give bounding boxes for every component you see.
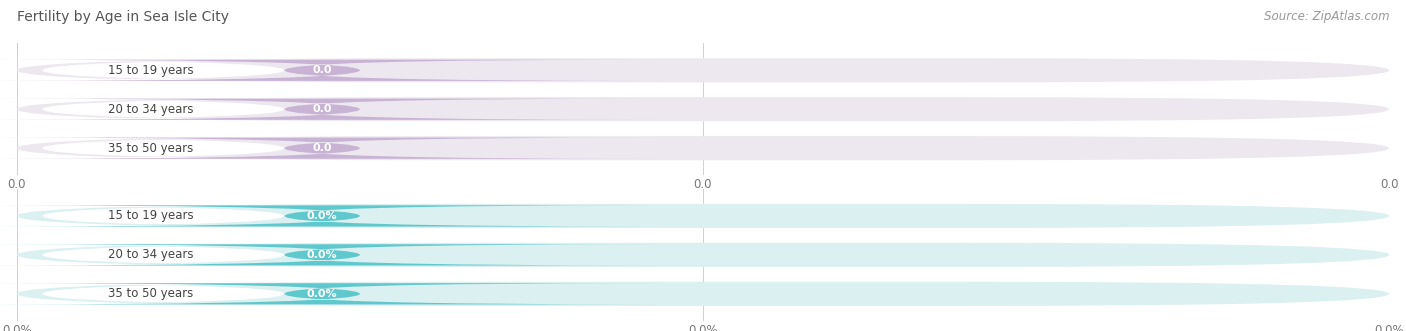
Text: 0.0: 0.0 — [312, 143, 332, 153]
FancyBboxPatch shape — [0, 283, 659, 305]
FancyBboxPatch shape — [0, 138, 659, 159]
Text: 15 to 19 years: 15 to 19 years — [108, 64, 194, 77]
Text: 0.0%: 0.0% — [307, 211, 337, 221]
Text: 0.0: 0.0 — [312, 65, 332, 75]
FancyBboxPatch shape — [0, 99, 416, 120]
Text: Fertility by Age in Sea Isle City: Fertility by Age in Sea Isle City — [17, 10, 229, 24]
Text: Source: ZipAtlas.com: Source: ZipAtlas.com — [1264, 10, 1389, 23]
Text: 15 to 19 years: 15 to 19 years — [108, 210, 194, 222]
FancyBboxPatch shape — [17, 243, 1389, 267]
Text: 20 to 34 years: 20 to 34 years — [108, 248, 194, 261]
Text: 35 to 50 years: 35 to 50 years — [108, 287, 193, 300]
FancyBboxPatch shape — [17, 97, 1389, 121]
FancyBboxPatch shape — [0, 60, 416, 81]
FancyBboxPatch shape — [0, 205, 659, 226]
Text: 0.0%: 0.0% — [307, 289, 337, 299]
FancyBboxPatch shape — [0, 205, 416, 226]
FancyBboxPatch shape — [0, 99, 659, 120]
Text: 0.0: 0.0 — [312, 104, 332, 114]
FancyBboxPatch shape — [17, 204, 1389, 228]
FancyBboxPatch shape — [0, 244, 659, 265]
FancyBboxPatch shape — [0, 283, 416, 305]
FancyBboxPatch shape — [17, 136, 1389, 160]
FancyBboxPatch shape — [0, 244, 416, 265]
Text: 20 to 34 years: 20 to 34 years — [108, 103, 194, 116]
Text: 0.0%: 0.0% — [307, 250, 337, 260]
FancyBboxPatch shape — [0, 138, 416, 159]
FancyBboxPatch shape — [17, 282, 1389, 306]
FancyBboxPatch shape — [0, 60, 659, 81]
Text: 35 to 50 years: 35 to 50 years — [108, 142, 193, 155]
FancyBboxPatch shape — [17, 58, 1389, 82]
